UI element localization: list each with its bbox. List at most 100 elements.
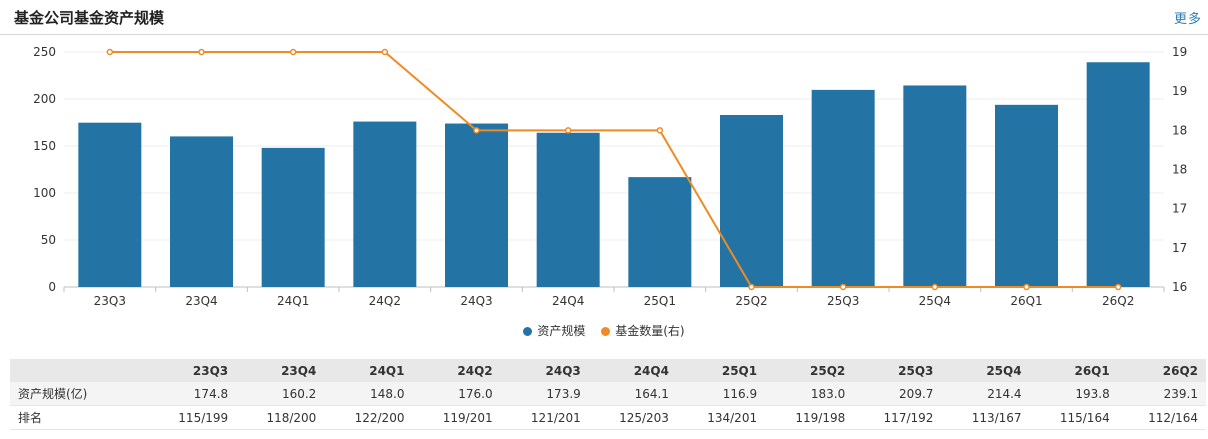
table-cell: 173.9 bbox=[500, 382, 589, 406]
table-cell: 160.2 bbox=[236, 382, 325, 406]
x-tick-label: 25Q2 bbox=[735, 294, 767, 308]
line-point bbox=[839, 283, 847, 291]
table-cell: 134/201 bbox=[676, 405, 766, 430]
bar bbox=[78, 122, 142, 287]
x-tick-label: 26Q1 bbox=[1010, 294, 1042, 308]
table-cell: 176.0 bbox=[412, 382, 501, 406]
y-right-tick-label: 18 bbox=[1172, 123, 1187, 137]
bar bbox=[628, 177, 692, 287]
table-column-header: 25Q3 bbox=[853, 359, 942, 382]
x-tick-label: 24Q2 bbox=[369, 294, 401, 308]
table-cell: 148.0 bbox=[324, 382, 413, 406]
table-cell: 115/164 bbox=[1029, 405, 1118, 430]
bar bbox=[903, 85, 967, 287]
line-point bbox=[106, 48, 114, 56]
more-link[interactable]: 更多 bbox=[1173, 12, 1202, 27]
bar bbox=[536, 132, 600, 287]
bar bbox=[720, 114, 783, 287]
y-right-tick-label: 17 bbox=[1172, 202, 1187, 216]
table-cell: 193.8 bbox=[1029, 382, 1118, 406]
table-header-row: 23Q3 23Q4 24Q1 24Q2 24Q3 24Q4 25Q1 25Q2 25Q3 25Q4… bbox=[10, 359, 1206, 382]
x-tick-label: 25Q4 bbox=[919, 294, 951, 308]
line-point bbox=[656, 127, 664, 134]
table-cell: 239.1 bbox=[1117, 382, 1206, 406]
line-point bbox=[1023, 283, 1030, 291]
table-row: 资产规模(亿) 174.8 160.2 148.0 176.0 173.9 164.1 116… bbox=[10, 382, 1206, 406]
y-left-tick-label: 0 bbox=[48, 280, 56, 294]
line-point bbox=[289, 48, 297, 56]
x-tick-label: 24Q1 bbox=[277, 294, 309, 308]
table-cell: 122/200 bbox=[324, 405, 413, 430]
bar bbox=[995, 104, 1058, 287]
table-column-header: 25Q4 bbox=[941, 359, 1030, 382]
table-column-header: 24Q2 bbox=[412, 359, 501, 382]
legend-label-asset-scale: 资产规模 bbox=[537, 324, 586, 338]
table-column-header: 24Q4 bbox=[588, 359, 677, 382]
y-right-tick-label: 19 bbox=[1172, 84, 1187, 98]
bar bbox=[1086, 62, 1150, 287]
y-right-tick-label: 16 bbox=[1172, 280, 1187, 294]
table-cell: 119/201 bbox=[412, 405, 501, 430]
table-cell: 209.7 bbox=[853, 382, 942, 406]
data-table: 23Q3 23Q4 24Q1 24Q2 24Q3 24Q4 25Q1 25Q2 25Q3 25Q4… bbox=[10, 359, 1206, 430]
table-cell: 113/167 bbox=[941, 405, 1030, 430]
table-column-header: 24Q3 bbox=[500, 359, 589, 382]
line-point bbox=[381, 48, 389, 56]
legend-dot-icon bbox=[523, 327, 533, 336]
table-column-header: 25Q2 bbox=[765, 359, 854, 382]
line-point bbox=[473, 127, 480, 134]
line-point bbox=[198, 48, 205, 56]
x-tick-label: 23Q3 bbox=[94, 294, 126, 308]
table-body: 资产规模(亿) 174.8 160.2 148.0 176.0 173.9 164.1 116… bbox=[10, 382, 1206, 430]
y-right-tick-label: 18 bbox=[1172, 163, 1187, 177]
bar bbox=[811, 89, 875, 287]
y-left-tick-label: 50 bbox=[41, 233, 56, 247]
table-column-header: 26Q1 bbox=[1029, 359, 1118, 382]
table-cell: 118/200 bbox=[236, 405, 325, 430]
y-left-tick-label: 100 bbox=[33, 186, 56, 200]
table-column-header: 23Q4 bbox=[236, 359, 325, 382]
table-cell: 164.1 bbox=[588, 382, 677, 406]
table-cell: 214.4 bbox=[941, 382, 1030, 406]
y-right-tick-label: 19 bbox=[1172, 45, 1187, 59]
legend-item-asset-scale[interactable]: 资产规模 bbox=[523, 322, 585, 339]
bar bbox=[353, 121, 417, 287]
table-cell: 116.9 bbox=[676, 382, 766, 406]
line-point bbox=[748, 283, 755, 291]
table-cell: 183.0 bbox=[765, 382, 854, 406]
x-tick-label: 24Q4 bbox=[552, 294, 584, 308]
table-row-label: 排名 bbox=[10, 405, 148, 430]
legend-label-fund-count: 基金数量(右) bbox=[615, 324, 685, 338]
table-column-header: 23Q3 bbox=[148, 359, 237, 382]
y-left-tick-label: 250 bbox=[33, 45, 56, 59]
x-tick-label: 25Q3 bbox=[827, 294, 859, 308]
legend-item-fund-count[interactable]: 基金数量(右) bbox=[601, 322, 685, 339]
y-left-tick-label: 150 bbox=[33, 139, 56, 153]
table-row: 排名 115/199 118/200 122/200 119/201 121/201 125… bbox=[10, 405, 1206, 430]
table-column-header: 24Q1 bbox=[324, 359, 413, 382]
table-column-header: 25Q1 bbox=[676, 359, 766, 382]
bar bbox=[170, 136, 233, 287]
asset-scale-chart: 0 50 100 150 200 250 16 17 17 18 18 19 19 23Q3 23Q4 24Q… bbox=[33, 45, 1187, 308]
x-tick-label: 25Q1 bbox=[644, 294, 676, 308]
table-cell: 121/201 bbox=[500, 405, 589, 430]
bar bbox=[445, 123, 508, 287]
table-cell: 125/203 bbox=[588, 405, 677, 430]
table-cell: 115/199 bbox=[148, 405, 237, 430]
chart-legend: 资产规模 基金数量(右) bbox=[0, 322, 1208, 339]
panel-title: 基金公司基金资产规模 bbox=[14, 9, 165, 27]
x-tick-label: 23Q4 bbox=[185, 294, 217, 308]
y-left-tick-label: 200 bbox=[33, 92, 56, 106]
table-cell: 112/164 bbox=[1117, 405, 1206, 430]
x-tick-label: 26Q2 bbox=[1102, 294, 1134, 308]
table-cell: 119/198 bbox=[765, 405, 854, 430]
y-right-tick-label: 17 bbox=[1172, 241, 1187, 255]
table-row-label: 资产规模(亿) bbox=[10, 382, 148, 406]
x-tick-label: 24Q3 bbox=[460, 294, 492, 308]
table-column-header: 26Q2 bbox=[1117, 359, 1206, 382]
series-line-fund-count bbox=[109, 51, 1119, 288]
table-cell: 174.8 bbox=[148, 382, 237, 406]
line-point bbox=[1114, 283, 1122, 291]
line-point bbox=[931, 283, 939, 291]
line-point bbox=[564, 127, 572, 134]
